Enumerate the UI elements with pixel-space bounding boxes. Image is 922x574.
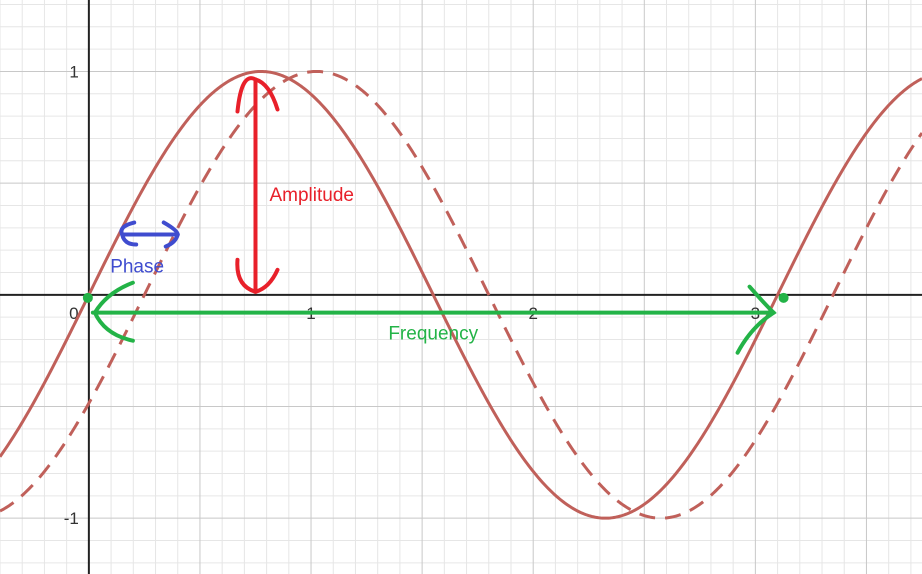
phase-arrowhead-right <box>161 220 180 249</box>
y-tick-label: 1 <box>69 62 78 81</box>
y-tick-label: -1 <box>64 509 79 528</box>
frequency-end-point <box>778 292 789 303</box>
amplitude-arrowhead-bottom <box>235 257 280 294</box>
series-line-dashed <box>0 69 922 520</box>
x-tick-label: 0 <box>69 304 78 323</box>
annotations: Amplitude Phase Frequency <box>82 76 789 355</box>
amplitude-arrowhead-top <box>235 76 280 114</box>
phase-arrowhead-left <box>119 220 139 247</box>
frequency-arrowhead-left <box>92 280 135 343</box>
frequency-start-point <box>82 292 93 303</box>
frequency-arrowhead-right <box>735 284 777 355</box>
phase-label: Phase <box>110 257 164 278</box>
amplitude-label: Amplitude <box>269 185 354 206</box>
frequency-label: Frequency <box>388 324 478 345</box>
